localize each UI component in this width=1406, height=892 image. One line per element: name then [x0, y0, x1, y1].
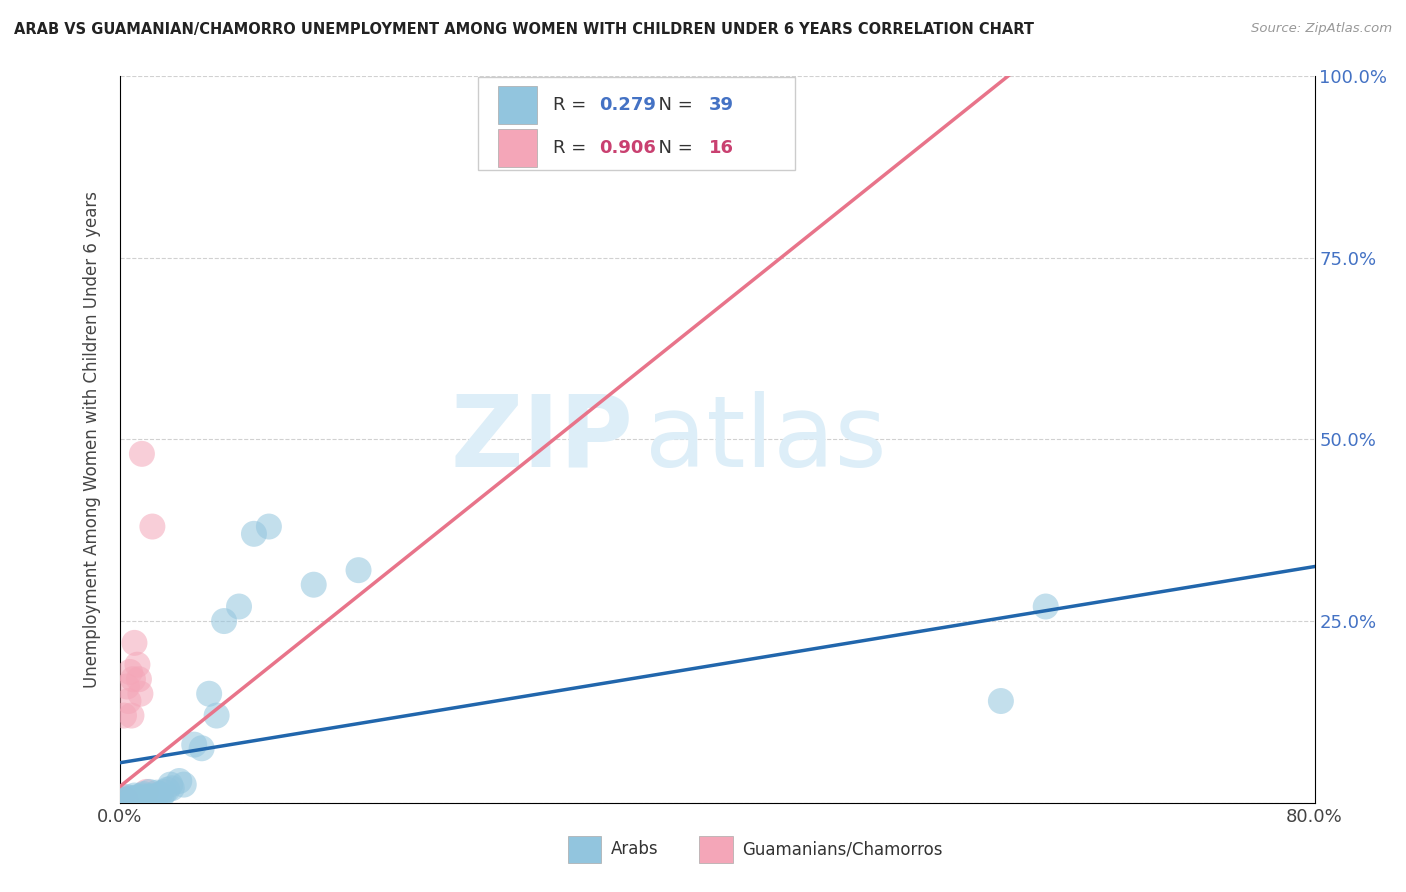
- Point: [990, 694, 1012, 708]
- Point: [132, 787, 155, 801]
- FancyBboxPatch shape: [498, 86, 537, 124]
- Point: [129, 687, 152, 701]
- Text: 39: 39: [709, 96, 734, 114]
- Point: [160, 781, 183, 796]
- Point: [198, 687, 221, 701]
- Point: [135, 785, 157, 799]
- Point: [146, 786, 169, 800]
- Point: [347, 563, 370, 577]
- Point: [121, 708, 143, 723]
- Point: [257, 519, 280, 533]
- Point: [118, 791, 141, 805]
- Point: [112, 794, 135, 808]
- Point: [121, 793, 143, 807]
- Text: 16: 16: [709, 139, 734, 157]
- Point: [146, 789, 169, 803]
- Point: [128, 789, 150, 804]
- Point: [118, 665, 141, 679]
- Point: [141, 519, 163, 533]
- Point: [115, 680, 138, 694]
- Point: [112, 708, 135, 723]
- Point: [115, 789, 138, 804]
- Point: [108, 792, 131, 806]
- Text: R =: R =: [554, 139, 592, 157]
- Point: [136, 792, 159, 806]
- Point: [108, 792, 131, 806]
- Text: N =: N =: [647, 139, 697, 157]
- Point: [114, 792, 136, 806]
- Text: 0.906: 0.906: [599, 139, 655, 157]
- Point: [127, 792, 149, 806]
- Point: [190, 741, 212, 756]
- Point: [302, 578, 325, 592]
- Text: Arabs: Arabs: [610, 840, 658, 858]
- Y-axis label: Unemployment Among Women with Children Under 6 years: Unemployment Among Women with Children U…: [83, 191, 101, 688]
- Point: [156, 782, 179, 797]
- Point: [131, 791, 153, 805]
- Point: [183, 738, 205, 752]
- FancyBboxPatch shape: [498, 129, 537, 167]
- Point: [212, 614, 235, 628]
- Point: [117, 694, 139, 708]
- Text: ARAB VS GUAMANIAN/CHAMORRO UNEMPLOYMENT AMONG WOMEN WITH CHILDREN UNDER 6 YEARS : ARAB VS GUAMANIAN/CHAMORRO UNEMPLOYMENT …: [14, 22, 1033, 37]
- Text: Source: ZipAtlas.com: Source: ZipAtlas.com: [1251, 22, 1392, 36]
- Point: [159, 778, 181, 792]
- Point: [128, 672, 150, 686]
- Point: [124, 636, 146, 650]
- Point: [153, 785, 176, 799]
- Point: [131, 789, 153, 803]
- Text: R =: R =: [554, 96, 592, 114]
- Text: N =: N =: [647, 96, 697, 114]
- Point: [173, 778, 195, 792]
- Point: [228, 599, 250, 614]
- Point: [149, 787, 172, 801]
- Text: atlas: atlas: [645, 391, 887, 488]
- Point: [124, 789, 146, 803]
- Point: [141, 790, 163, 805]
- Text: ZIP: ZIP: [450, 391, 633, 488]
- Text: 0.279: 0.279: [599, 96, 655, 114]
- FancyBboxPatch shape: [568, 836, 602, 863]
- Point: [135, 789, 157, 804]
- FancyBboxPatch shape: [478, 78, 794, 170]
- Point: [138, 785, 160, 799]
- Text: Guamanians/Chamorros: Guamanians/Chamorros: [742, 840, 942, 858]
- Point: [131, 447, 153, 461]
- Point: [122, 672, 145, 686]
- Point: [205, 708, 228, 723]
- Point: [169, 774, 191, 789]
- Point: [127, 657, 149, 672]
- Point: [1035, 599, 1057, 614]
- Point: [111, 789, 134, 804]
- FancyBboxPatch shape: [699, 836, 733, 863]
- Point: [124, 790, 146, 805]
- Point: [150, 789, 173, 804]
- Point: [138, 789, 160, 804]
- Point: [243, 526, 266, 541]
